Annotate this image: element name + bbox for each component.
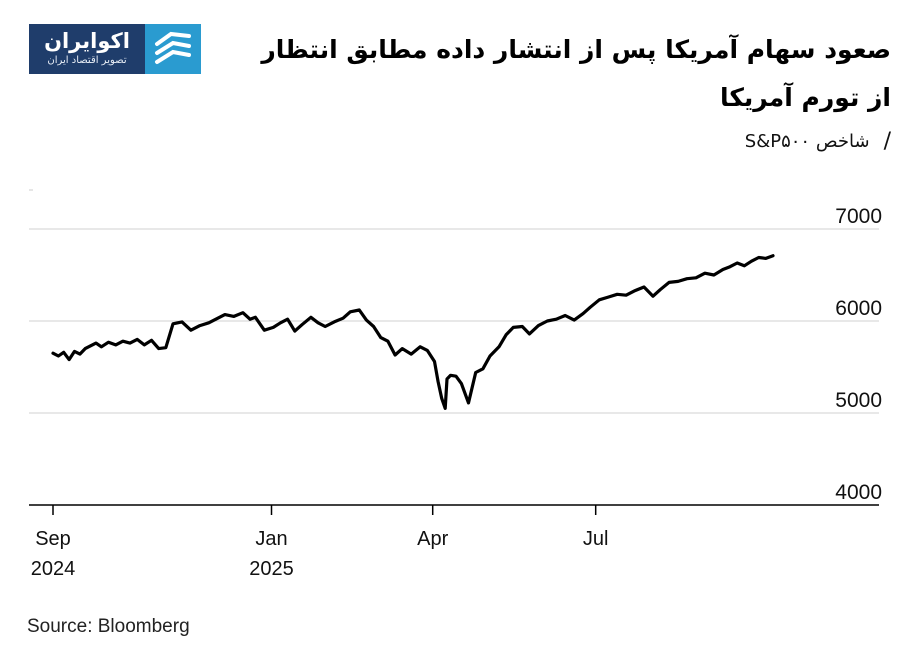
chart-title: صعود سهام آمریکا پس از انتشار داده مطابق…: [261, 35, 891, 112]
x-tick-label: Jul: [583, 528, 609, 550]
x-tick-label: Jan: [255, 528, 287, 550]
y-tick-label: 6000: [835, 297, 882, 320]
y-tick-label: 4000: [835, 481, 882, 504]
series-line: [51, 254, 775, 410]
brand-tagline: تصویر اقتصاد ایران: [47, 55, 127, 66]
x-tick-label: Apr: [417, 528, 448, 550]
slash-icon: /: [883, 129, 891, 154]
brand-name: اکوایران: [44, 29, 130, 53]
source-note: Source: Bloomberg: [27, 616, 190, 637]
y-tick-label: 5000: [835, 389, 882, 412]
x-tick-label: Sep: [35, 528, 71, 550]
x-tick-label: 2025: [249, 558, 294, 580]
brand-mark-icon: [145, 24, 201, 74]
brand-logo: اکوایران تصویر اقتصاد ایران: [29, 24, 201, 74]
x-tick-label: 2024: [31, 558, 76, 580]
subtitle-text: شاخص S&P۵۰۰: [744, 131, 870, 152]
y-tick-label: 7000: [835, 205, 882, 228]
chart-subtitle: / شاخص S&P۵۰۰: [744, 128, 891, 154]
